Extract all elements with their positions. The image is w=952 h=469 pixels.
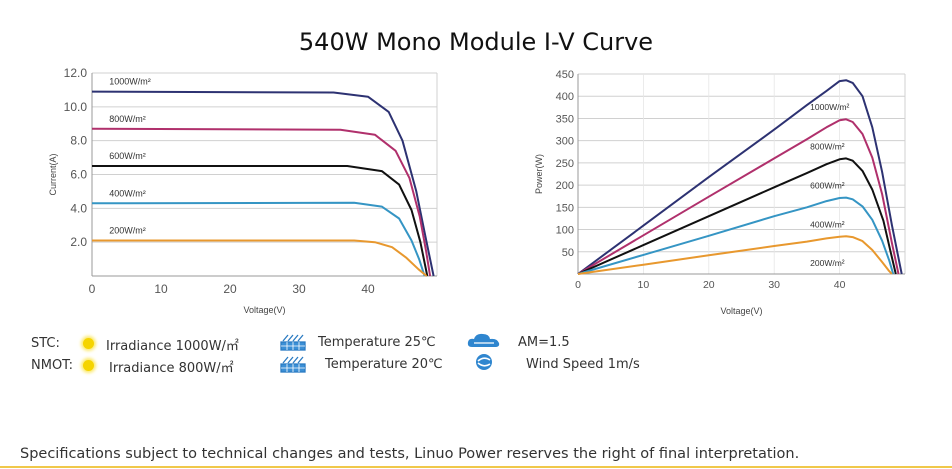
temperature-icon bbox=[280, 334, 306, 351]
x-axis-title: Voltage(V) bbox=[243, 305, 285, 315]
nmot-temperature: Temperature 20℃ bbox=[325, 357, 443, 372]
series-line bbox=[577, 235, 893, 275]
y-tick-label: 450 bbox=[556, 69, 574, 81]
y-tick-label: 10.0 bbox=[64, 100, 88, 114]
series-label: 400W/m² bbox=[109, 188, 146, 198]
page-title: 540W Mono Module I-V Curve bbox=[298, 28, 654, 56]
temperature-icon bbox=[280, 356, 306, 373]
y-tick-label: 8.0 bbox=[70, 134, 87, 148]
series-label: 800W/m² bbox=[810, 141, 845, 151]
series-line bbox=[577, 196, 895, 275]
x-tick-label: 20 bbox=[703, 279, 715, 291]
wind-icon bbox=[476, 354, 492, 370]
x-tick-label: 30 bbox=[292, 282, 306, 296]
footer-note: Specifications subject to technical chan… bbox=[20, 446, 800, 462]
series-label: 600W/m² bbox=[109, 151, 146, 161]
y-tick-label: 12.0 bbox=[64, 66, 88, 80]
y-tick-label: 300 bbox=[556, 136, 574, 148]
series-line bbox=[92, 165, 429, 277]
y-tick-label: 250 bbox=[556, 158, 574, 170]
x-tick-label: 40 bbox=[834, 279, 846, 291]
series-label: 600W/m² bbox=[810, 180, 845, 190]
series-line bbox=[577, 157, 897, 275]
series-label: 200W/m² bbox=[810, 258, 845, 268]
series-line bbox=[577, 79, 903, 275]
stc-temperature: Temperature 25℃ bbox=[318, 335, 436, 350]
x-tick-label: 0 bbox=[89, 282, 96, 296]
y-tick-label: 400 bbox=[556, 91, 574, 103]
y-tick-label: 50 bbox=[562, 247, 574, 259]
y-tick-label: 100 bbox=[556, 225, 574, 237]
footer-divider bbox=[0, 466, 952, 468]
x-tick-label: 30 bbox=[768, 279, 780, 291]
sun-icon bbox=[83, 360, 94, 371]
y-tick-label: 6.0 bbox=[70, 168, 87, 182]
y-axis-title: Current(A) bbox=[48, 153, 58, 195]
series-label: 800W/m² bbox=[109, 114, 146, 124]
x-axis-title: Voltage(V) bbox=[720, 306, 762, 316]
y-axis-title: Power(W) bbox=[534, 154, 544, 194]
series-label: 1000W/m² bbox=[810, 102, 849, 112]
sun-icon bbox=[83, 338, 94, 349]
series-label: 1000W/m² bbox=[109, 77, 151, 87]
x-tick-label: 20 bbox=[223, 282, 237, 296]
y-tick-label: 2.0 bbox=[70, 235, 87, 249]
x-tick-label: 40 bbox=[361, 282, 375, 296]
stc-am: AM=1.5 bbox=[518, 335, 570, 350]
series-line bbox=[91, 127, 432, 277]
nmot-label: NMOT: bbox=[31, 358, 74, 373]
y-tick-label: 150 bbox=[556, 202, 574, 214]
nmot-irradiance: Irradiance 800W/㎡ bbox=[109, 361, 234, 376]
series-label: 400W/m² bbox=[810, 220, 845, 230]
y-tick-label: 4.0 bbox=[70, 201, 87, 215]
series-line bbox=[91, 90, 435, 277]
y-tick-label: 350 bbox=[556, 113, 574, 125]
x-tick-label: 10 bbox=[638, 279, 650, 291]
series-line bbox=[92, 239, 428, 277]
series-line bbox=[91, 201, 426, 277]
stc-label: STC: bbox=[31, 336, 60, 351]
nmot-wind: Wind Speed 1m/s bbox=[526, 357, 640, 372]
series-label: 200W/m² bbox=[109, 225, 146, 235]
y-tick-label: 200 bbox=[556, 180, 574, 192]
stc-irradiance: Irradiance 1000W/㎡ bbox=[106, 339, 239, 354]
x-tick-label: 10 bbox=[154, 282, 168, 296]
cloud-icon bbox=[467, 333, 500, 347]
series-line bbox=[577, 118, 900, 275]
x-tick-label: 0 bbox=[575, 279, 581, 291]
